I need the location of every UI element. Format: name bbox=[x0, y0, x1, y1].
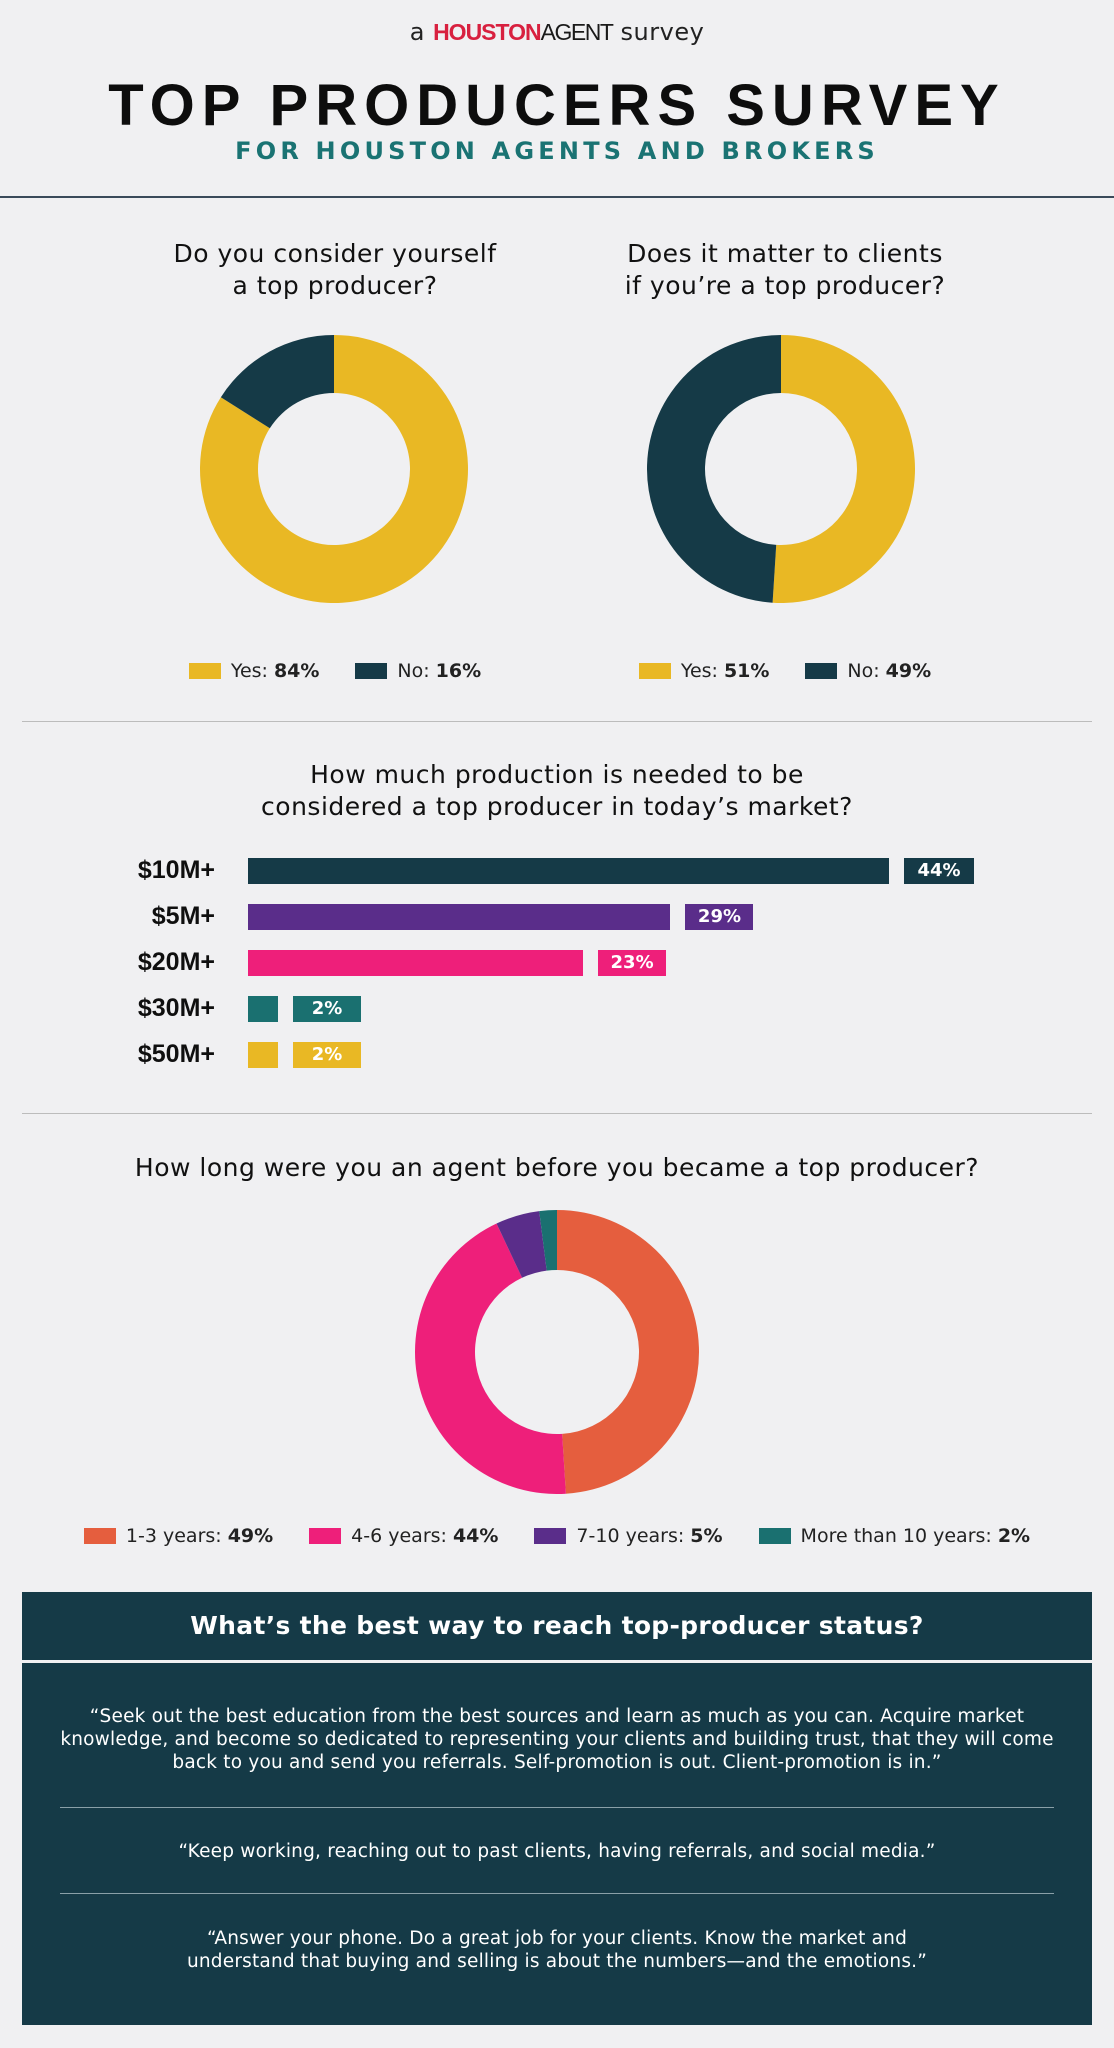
brand-logo: a HOUSTONAGENT survey bbox=[0, 18, 1114, 46]
legend-value-yes: 51% bbox=[723, 660, 770, 682]
quote-2: “Keep working, reaching out to past clie… bbox=[178, 1841, 936, 1862]
legend-value: 49% bbox=[227, 1525, 274, 1547]
pie-slice-no bbox=[647, 335, 781, 603]
legend-label: 1-3 years: bbox=[125, 1525, 222, 1547]
legend-swatch-no bbox=[355, 663, 388, 679]
donut-chart-q2 bbox=[647, 335, 915, 603]
pie-slice-7-10-years bbox=[496, 1211, 547, 1278]
legend-q4: 1-3 years: 49% 4-6 years: 44% 7-10 years… bbox=[0, 1525, 1114, 1547]
pie-slice-1-3-years bbox=[557, 1210, 699, 1494]
legend-item-yes: Yes: 51% bbox=[638, 660, 770, 682]
legend-item-7-10-years: 7-10 years: 5% bbox=[534, 1525, 723, 1547]
legend-item-1-3-years: 1-3 years: 49% bbox=[83, 1525, 274, 1547]
q3-title: How much production is needed to be cons… bbox=[0, 759, 1114, 823]
brand-prefix: a bbox=[409, 18, 425, 46]
legend-swatch bbox=[758, 1528, 791, 1544]
q1-title-line1: Do you consider yourself bbox=[173, 239, 497, 268]
q2-title-line1: Does it matter to clients bbox=[627, 239, 943, 268]
legend-q1: Yes: 84% No: 16% bbox=[180, 660, 490, 682]
bar-category-label: $10M+ bbox=[137, 856, 215, 884]
legend-swatch-yes bbox=[188, 663, 221, 679]
pie-slice-4-6-years bbox=[415, 1223, 566, 1494]
legend-label-yes: Yes: bbox=[230, 660, 268, 682]
bar bbox=[248, 904, 671, 930]
q2-title: Does it matter to clients if you’re a to… bbox=[560, 238, 1010, 302]
q4-title: How long were you an agent before you be… bbox=[134, 1153, 980, 1182]
bar-value-label: 44% bbox=[904, 858, 974, 884]
bar-value-label: 29% bbox=[685, 904, 754, 930]
quotes-heading: What’s the best way to reach top-produce… bbox=[190, 1611, 924, 1640]
quotes-heading-divider bbox=[22, 1660, 1092, 1663]
legend-item-4-6-years: 4-6 years: 44% bbox=[309, 1525, 498, 1547]
brand-suffix: survey bbox=[620, 18, 705, 46]
legend-value: 44% bbox=[452, 1525, 499, 1547]
bar-category-label: $5M+ bbox=[151, 902, 215, 930]
bar-value-label: 2% bbox=[293, 996, 361, 1022]
legend-swatch bbox=[83, 1528, 116, 1544]
legend-value: 5% bbox=[690, 1525, 723, 1547]
section-divider bbox=[22, 721, 1092, 722]
legend-label-no: No: bbox=[397, 660, 430, 682]
pie-slice-yes bbox=[200, 335, 468, 603]
donut-chart-q4 bbox=[415, 1210, 699, 1494]
donut-chart-q1 bbox=[200, 335, 468, 603]
quotes-panel bbox=[22, 1592, 1092, 2025]
quote-divider bbox=[60, 1893, 1054, 1894]
q3-title-line1: How much production is needed to be bbox=[310, 760, 804, 789]
legend-item-no: No: 16% bbox=[355, 660, 481, 682]
brand-agent: AGENT bbox=[540, 19, 614, 45]
legend-swatch-no bbox=[805, 663, 838, 679]
bar bbox=[248, 1042, 278, 1068]
bar-category-label: $20M+ bbox=[137, 948, 215, 976]
quote-1: “Seek out the best education from the be… bbox=[60, 1706, 1054, 1773]
bar-value-label: 23% bbox=[598, 950, 667, 976]
legend-swatch bbox=[534, 1528, 567, 1544]
quote-3: “Answer your phone. Do a great job for y… bbox=[186, 1928, 928, 1972]
q1-title: Do you consider yourself a top producer? bbox=[110, 238, 560, 302]
bar-category-label: $50M+ bbox=[137, 1040, 215, 1068]
bar bbox=[248, 950, 584, 976]
legend-value-no: 49% bbox=[885, 660, 932, 682]
legend-label-yes: Yes: bbox=[680, 660, 718, 682]
header-divider bbox=[0, 196, 1114, 198]
bar-value-label: 2% bbox=[293, 1042, 361, 1068]
pie-slice-yes bbox=[772, 335, 915, 603]
page-subtitle: FOR HOUSTON AGENTS AND BROKERS bbox=[235, 137, 879, 165]
page-title: TOP PRODUCERS SURVEY bbox=[108, 73, 1006, 138]
q3-title-line2: considered a top producer in today’s mar… bbox=[261, 792, 853, 821]
q1-title-line2: a top producer? bbox=[232, 271, 438, 300]
legend-swatch bbox=[309, 1528, 342, 1544]
legend-label: More than 10 years: bbox=[800, 1525, 992, 1547]
legend-item-10-plus-years: More than 10 years: 2% bbox=[758, 1525, 1031, 1547]
legend-value-no: 16% bbox=[435, 660, 482, 682]
pie-slice-10-plus-years bbox=[539, 1210, 557, 1271]
legend-value-yes: 84% bbox=[273, 660, 320, 682]
pie-slice-no bbox=[220, 335, 334, 429]
quote-divider bbox=[60, 1807, 1054, 1808]
legend-swatch-yes bbox=[638, 663, 671, 679]
legend-q2: Yes: 51% No: 49% bbox=[630, 660, 940, 682]
bar-category-label: $30M+ bbox=[137, 994, 215, 1022]
legend-label: 4-6 years: bbox=[351, 1525, 447, 1547]
q2-title-line2: if you’re a top producer? bbox=[624, 271, 946, 300]
brand-houston: HOUSTON bbox=[433, 19, 542, 45]
legend-label: 7-10 years: bbox=[576, 1525, 685, 1547]
legend-label-no: No: bbox=[847, 660, 880, 682]
bar bbox=[248, 996, 278, 1022]
legend-value: 2% bbox=[997, 1525, 1031, 1547]
section-divider bbox=[22, 1113, 1092, 1114]
legend-item-no: No: 49% bbox=[805, 660, 931, 682]
legend-item-yes: Yes: 84% bbox=[188, 660, 320, 682]
bar bbox=[248, 858, 889, 884]
